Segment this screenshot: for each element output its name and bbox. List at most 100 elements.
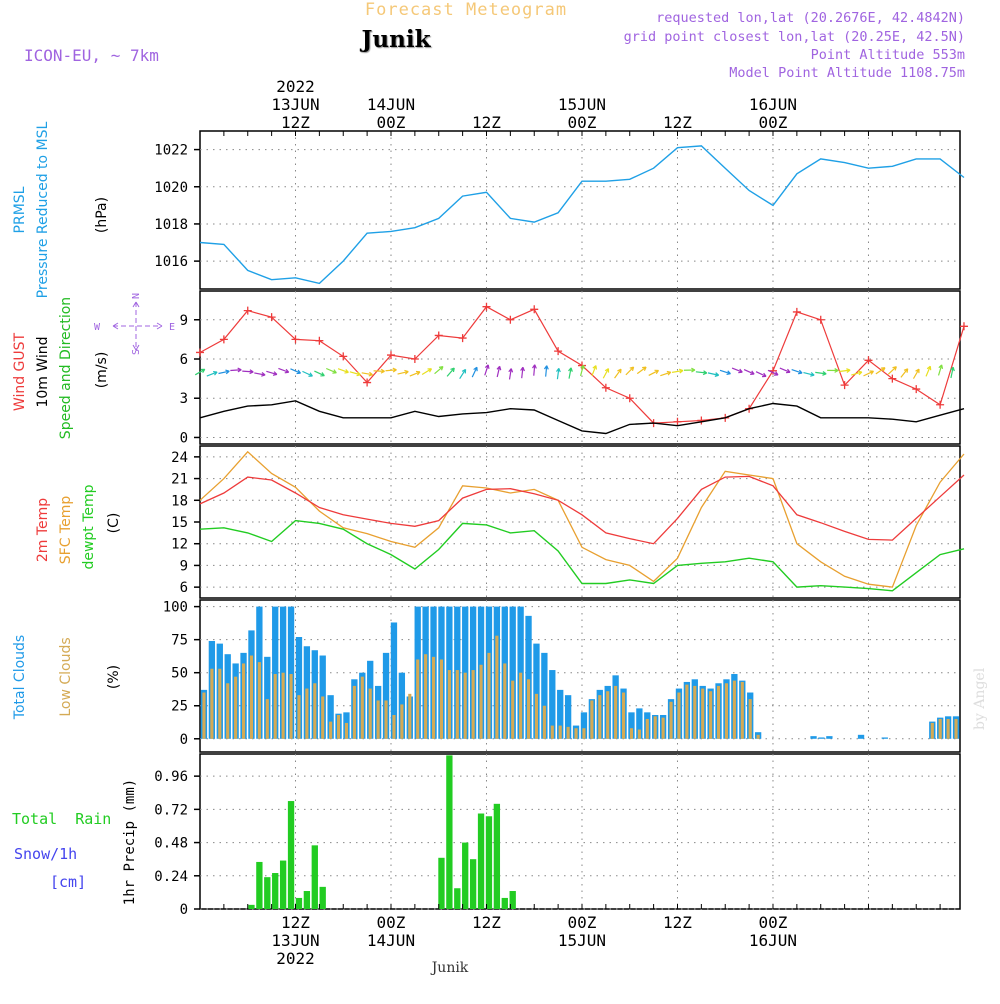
time-axis-label: 16JUN <box>749 931 797 950</box>
low-cloud-bar <box>344 722 349 739</box>
panel-precip-frame <box>199 753 961 910</box>
precip-ytick-label: 0.48 <box>154 836 188 852</box>
low-cloud-bar <box>376 700 380 739</box>
low-cloud-bar <box>669 701 673 739</box>
gust-marker <box>554 347 563 356</box>
low-cloud-bar <box>431 656 436 739</box>
wind-direction-arrow <box>875 367 886 375</box>
temp-ytick-label: 15 <box>171 515 188 531</box>
low-cloud-bar <box>313 683 317 739</box>
low-cloud-bar <box>629 728 634 739</box>
low-cloud-bar <box>297 695 301 739</box>
time-axis-label: 12Z <box>663 113 692 132</box>
wind-direction-arrow <box>591 365 598 377</box>
wind-direction-arrow <box>839 368 851 373</box>
low-cloud-bar <box>447 670 451 739</box>
wind-direction-arrow <box>421 368 433 376</box>
panel-temp-frame <box>199 445 961 599</box>
clouds-ytick-label: 100 <box>163 600 188 616</box>
wind-direction-arrow <box>755 371 767 378</box>
wind-direction-arrow <box>719 369 731 376</box>
temp-unit: (C) <box>106 513 122 534</box>
total-cloud-bar <box>818 737 825 739</box>
wind-direction-arrow <box>194 368 206 376</box>
low-cloud-bar <box>637 729 641 739</box>
low-cloud-bar <box>661 717 665 739</box>
time-axis-label: 16JUN <box>749 95 797 114</box>
location-title: Junik <box>360 26 432 53</box>
time-axis-label: 00Z <box>568 913 597 932</box>
total-cloud-bar <box>327 695 334 739</box>
precip-ytick-label: 0.96 <box>154 769 188 785</box>
rain-bar <box>319 886 326 909</box>
low-cloud-bar <box>558 725 562 739</box>
gust-marker <box>410 355 419 363</box>
rain-bar <box>501 897 508 909</box>
low-cloud-bar <box>542 705 546 739</box>
low-cloud-bar <box>305 688 309 739</box>
time-axis-label: 00Z <box>759 113 788 132</box>
info-line-4: Model Point Altitude 1108.75m <box>729 65 965 81</box>
temp-label-sfc: SFC Temp <box>58 496 74 565</box>
low-cloud-bar <box>954 718 958 739</box>
wind-direction-arrow <box>925 365 932 377</box>
wind-ytick-label: 3 <box>180 391 188 407</box>
wind-direction-arrow <box>349 371 361 377</box>
wind-direction-arrow <box>385 367 397 373</box>
pressure-label-msl: Pressure Reduced to MSL <box>35 121 51 298</box>
low-cloud-bar <box>289 674 293 739</box>
time-axis-label: 12Z <box>281 113 310 132</box>
rain-bar <box>438 857 445 909</box>
compass-w: W <box>94 322 101 333</box>
gust-marker <box>601 383 610 392</box>
wind-unit: (m/s) <box>94 352 110 389</box>
low-cloud-bar <box>740 681 744 739</box>
gust-marker <box>291 335 300 344</box>
gust-marker <box>959 322 968 331</box>
gust-marker <box>840 381 849 390</box>
wind-direction-arrow <box>660 370 672 377</box>
wind-direction-arrow <box>614 368 622 379</box>
gust-marker <box>243 306 252 315</box>
gust-marker <box>219 335 228 344</box>
rain-bar <box>446 755 453 909</box>
precip-label-cm: [cm] <box>50 873 86 891</box>
pressure-ytick-label: 1016 <box>154 254 188 270</box>
time-axis-label: 12Z <box>281 913 310 932</box>
wind-direction-arrow <box>731 367 743 374</box>
plots-layer: 1016 1018 1020 1022 0 3 6 9 6 9 12 15 18 21 24 0 25 50 75 1… <box>154 131 968 918</box>
low-cloud-bar <box>265 699 269 739</box>
time-axis-label: 2022 <box>276 949 315 968</box>
time-axis-label: 14JUN <box>367 931 415 950</box>
rain-bar <box>272 873 279 909</box>
pressure-line <box>199 145 965 285</box>
precip-unit: 1hr Precip (mm) <box>122 779 138 905</box>
wind-ytick-label: 9 <box>180 313 188 329</box>
wind-direction-arrow <box>636 366 647 375</box>
wind-direction-arrow <box>648 369 659 377</box>
temp-ytick-label: 24 <box>171 450 188 466</box>
total-cloud-bar <box>826 736 833 739</box>
wind-direction-arrow <box>459 368 467 380</box>
wind-direction-arrow <box>863 370 874 377</box>
gust-marker <box>816 315 825 324</box>
low-cloud-bar <box>503 663 507 739</box>
watermark: by Angel <box>972 667 988 730</box>
low-cloud-bar <box>534 693 539 739</box>
wind-direction-arrow <box>900 368 909 378</box>
low-cloud-bar <box>566 726 570 739</box>
low-cloud-bar <box>479 664 483 739</box>
info-line-2: grid point closest lon,lat (20.25E, 42.5… <box>624 29 965 45</box>
gust-marker <box>864 356 873 365</box>
meteogram-title: Forecast Meteogram <box>365 0 567 20</box>
panel-pressure-frame <box>199 130 961 290</box>
total-cloud-bar <box>541 652 548 739</box>
gust-marker <box>315 336 324 345</box>
gust-marker <box>386 351 395 360</box>
low-cloud-bar <box>582 728 586 739</box>
low-cloud-bar <box>226 683 230 739</box>
rain-bar <box>509 891 516 909</box>
